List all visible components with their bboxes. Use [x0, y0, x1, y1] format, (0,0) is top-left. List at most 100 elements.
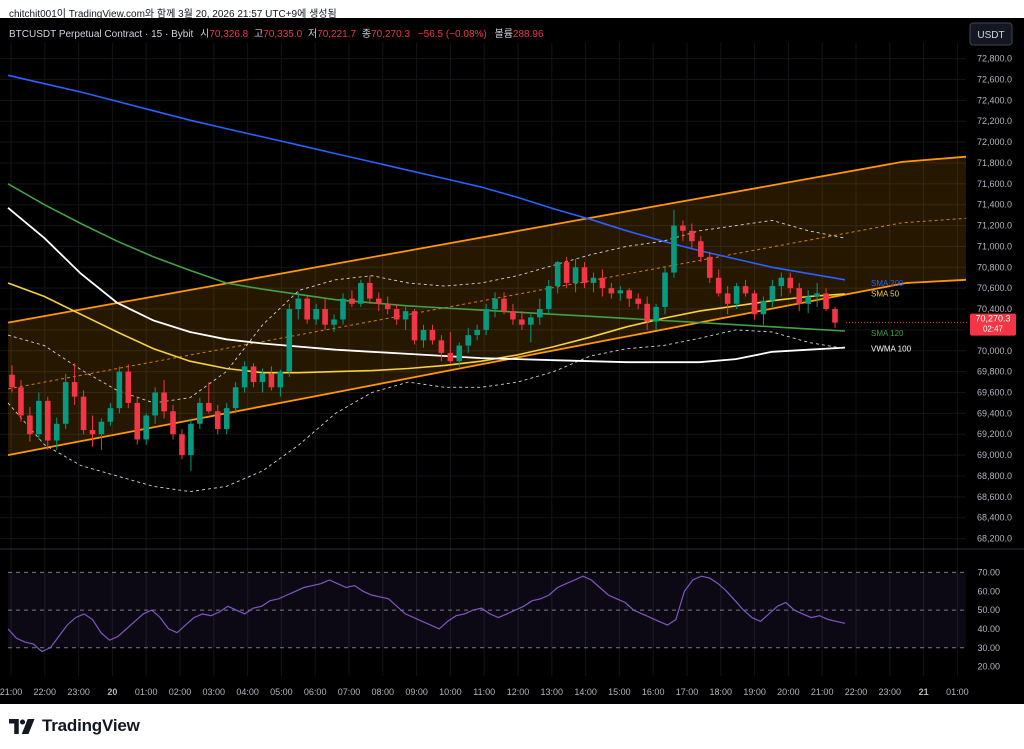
candle	[134, 396, 141, 445]
candle-body	[62, 382, 69, 424]
price-axis-tick: 72,400.0	[977, 95, 1012, 105]
time-axis-tick: 14:00	[574, 687, 597, 697]
candle-body	[71, 382, 78, 397]
candle-body	[689, 230, 695, 242]
candle	[572, 258, 579, 293]
candle-body	[474, 329, 480, 336]
rsi-pane	[7, 571, 966, 653]
candle-body	[53, 423, 60, 441]
currency-button[interactable]: USDT	[969, 22, 1013, 46]
price-axis-tick: 68,200.0	[977, 534, 1012, 544]
candle-body	[796, 288, 803, 304]
candle	[760, 296, 767, 325]
candle-body	[706, 256, 713, 278]
candle-body	[143, 415, 149, 440]
tradingview-logo-icon	[9, 718, 35, 734]
candle	[411, 309, 418, 345]
symbol-info-line[interactable]: BTCUSDT Perpetual Contract · 15 · Bybit …	[9, 28, 544, 40]
rsi-axis-tick: 60.00	[977, 586, 1000, 596]
candle-body	[134, 402, 141, 440]
candle-body	[510, 311, 516, 320]
time-axis-tick: 04:00	[236, 687, 259, 697]
candle-body	[367, 282, 373, 299]
candle	[751, 290, 758, 320]
time-axis-tick: 18:00	[710, 687, 733, 697]
candle	[438, 335, 445, 362]
currency-button-box[interactable]	[969, 22, 1013, 46]
time-axis-tick: 12:00	[507, 687, 530, 697]
candle	[375, 292, 382, 312]
candle	[232, 382, 239, 414]
candle	[277, 369, 284, 397]
candle	[501, 292, 507, 315]
grid-layer	[0, 43, 966, 676]
candle-body	[626, 290, 633, 299]
volume-label: 볼륨	[495, 28, 513, 40]
candle	[429, 324, 436, 345]
time-axis-tick: 21:00	[811, 687, 834, 697]
close-label: 종	[362, 28, 371, 40]
price-axis-tick: 72,000.0	[977, 137, 1012, 147]
candle-body	[528, 317, 534, 325]
candle	[617, 286, 624, 301]
candle-body	[724, 293, 731, 304]
candle	[206, 382, 212, 414]
rsi-axis[interactable]: 70.00 60.00 50.00 40.00 30.00 20.00	[977, 567, 1000, 671]
price-tag-box	[970, 313, 1016, 336]
candle	[36, 392, 42, 440]
candle	[778, 272, 785, 297]
indicator-label: VWMA 100	[871, 345, 912, 354]
candle-body	[89, 430, 96, 435]
candle-body	[501, 298, 507, 312]
candle	[304, 296, 311, 324]
symbol-name[interactable]: BTCUSDT Perpetual Contract · 15 · Bybit	[9, 29, 194, 40]
price-axis-tick: 71,600.0	[977, 179, 1012, 189]
candle	[787, 272, 794, 294]
time-axis[interactable]: 21:00 22:00 23:00 20 01:00 02:00 03:00 04:00 05:…	[0, 687, 969, 697]
candle	[733, 282, 740, 310]
candle-body	[662, 272, 668, 307]
candle	[662, 267, 668, 315]
candle-body	[608, 288, 615, 294]
candle-body	[617, 290, 624, 294]
chart-background	[0, 18, 1024, 704]
price-axis-tick: 71,800.0	[977, 158, 1012, 168]
candle	[313, 303, 319, 325]
candle-body	[787, 277, 794, 289]
tradingview-logo[interactable]: TradingView	[9, 715, 140, 737]
price-axis-tick: 69,800.0	[977, 367, 1012, 377]
candle	[223, 402, 230, 435]
candle-body	[322, 309, 328, 325]
candle	[143, 413, 149, 445]
candle	[456, 342, 463, 367]
candle	[715, 269, 722, 297]
price-axis-tick: 72,800.0	[977, 54, 1012, 64]
rsi-axis-tick: 70.00	[977, 567, 1000, 577]
candle-body	[349, 298, 355, 304]
candle-body	[778, 277, 785, 287]
time-axis-tick: 15:00	[608, 687, 631, 697]
candle-body	[9, 374, 15, 388]
candle	[805, 290, 811, 314]
candle	[742, 279, 749, 297]
candle-body	[554, 262, 561, 287]
candle	[384, 296, 391, 315]
candle	[599, 269, 606, 297]
time-axis-tick: 17:00	[676, 687, 699, 697]
candle-body	[206, 402, 212, 412]
candle-body	[832, 309, 838, 323]
time-axis-tick: 19:00	[743, 687, 766, 697]
candle-body	[519, 319, 525, 325]
candle	[250, 363, 257, 388]
candle	[71, 363, 78, 406]
candle	[27, 407, 33, 442]
candle-body	[241, 366, 248, 388]
price-axis-tick: 72,200.0	[977, 116, 1012, 126]
price-axis[interactable]: 72,800.0 72,600.0 72,400.0 72,200.0 72,000.0…	[977, 54, 1012, 544]
currency-button-label[interactable]: USDT	[977, 30, 1004, 41]
candle-body	[671, 225, 677, 273]
price-axis-tick: 71,200.0	[977, 221, 1012, 231]
candle	[393, 303, 400, 325]
candle-body	[259, 373, 266, 383]
